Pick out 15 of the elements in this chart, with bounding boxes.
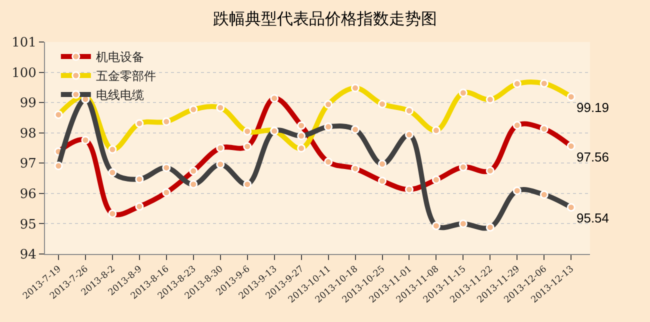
legend-label: 机电设备	[96, 50, 144, 64]
legend-label: 电线电缆	[96, 88, 144, 102]
chart-title: 跌幅典型代表品价格指数走势图	[213, 9, 437, 28]
y-tick-label: 99	[20, 96, 36, 112]
y-tick-label: 101	[12, 36, 36, 51]
y-tick-label: 97	[20, 156, 36, 172]
data-label: 97.56	[576, 149, 610, 164]
y-tick-label: 96	[20, 186, 36, 202]
data-label: 95.54	[576, 210, 610, 226]
data-label: 99.19	[576, 100, 610, 115]
y-tick-label: 98	[20, 126, 36, 142]
legend-label: 五金零部件	[96, 69, 156, 84]
y-tick-label: 95	[20, 217, 36, 232]
y-tick-label: 100	[12, 66, 36, 81]
y-tick-label: 94	[20, 248, 36, 263]
